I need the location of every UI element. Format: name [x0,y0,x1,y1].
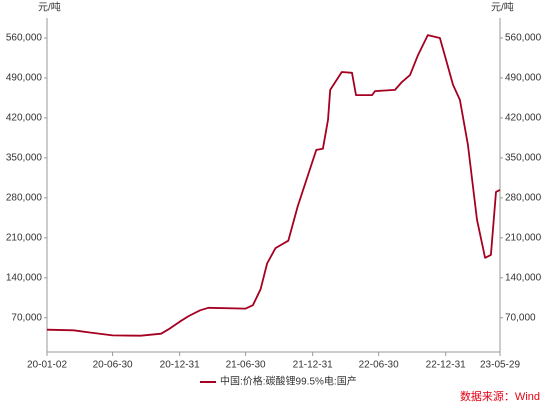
y2-tick-label: 560,000 [505,33,542,44]
y2-tick-label: 490,000 [505,73,542,84]
y-tick-label: 350,000 [6,153,43,164]
y2-tick-label: 70,000 [505,312,536,323]
x-tick-label: 21-06-30 [226,360,266,371]
y2-tick-label: 350,000 [505,153,542,164]
x-tick-label: 20-01-02 [27,360,67,371]
y2-tick-label: 420,000 [505,113,542,124]
y-tick-label: 210,000 [6,232,43,243]
y2-axis-label: 元/吨 [491,1,514,14]
y-tick-label: 280,000 [6,192,43,203]
y-tick-label: 140,000 [6,272,43,283]
y2-tick-label: 280,000 [505,192,542,203]
y-tick-label: 490,000 [6,73,43,84]
x-tick-label: 22-12-31 [426,360,466,371]
y2-tick-label: 210,000 [505,232,542,243]
x-tick-label: 20-06-30 [93,360,133,371]
y-tick-label: 420,000 [6,113,43,124]
x-tick-label: 21-12-31 [293,360,333,371]
y-tick-label: 70,000 [11,312,42,323]
data-line [46,34,501,337]
y-axis-label: 元/吨 [38,1,61,14]
y2-tick-label: 140,000 [505,272,542,283]
y-tick-label: 560,000 [6,33,43,44]
source-note: 数据来源：Wind [460,389,540,403]
x-tick-label: 23-05-29 [480,360,520,371]
legend-label: 中国:价格:碳酸锂99.5%电:国产 [220,375,357,388]
x-tick-label: 22-06-30 [359,360,399,371]
x-tick-label: 20-12-31 [160,360,200,371]
